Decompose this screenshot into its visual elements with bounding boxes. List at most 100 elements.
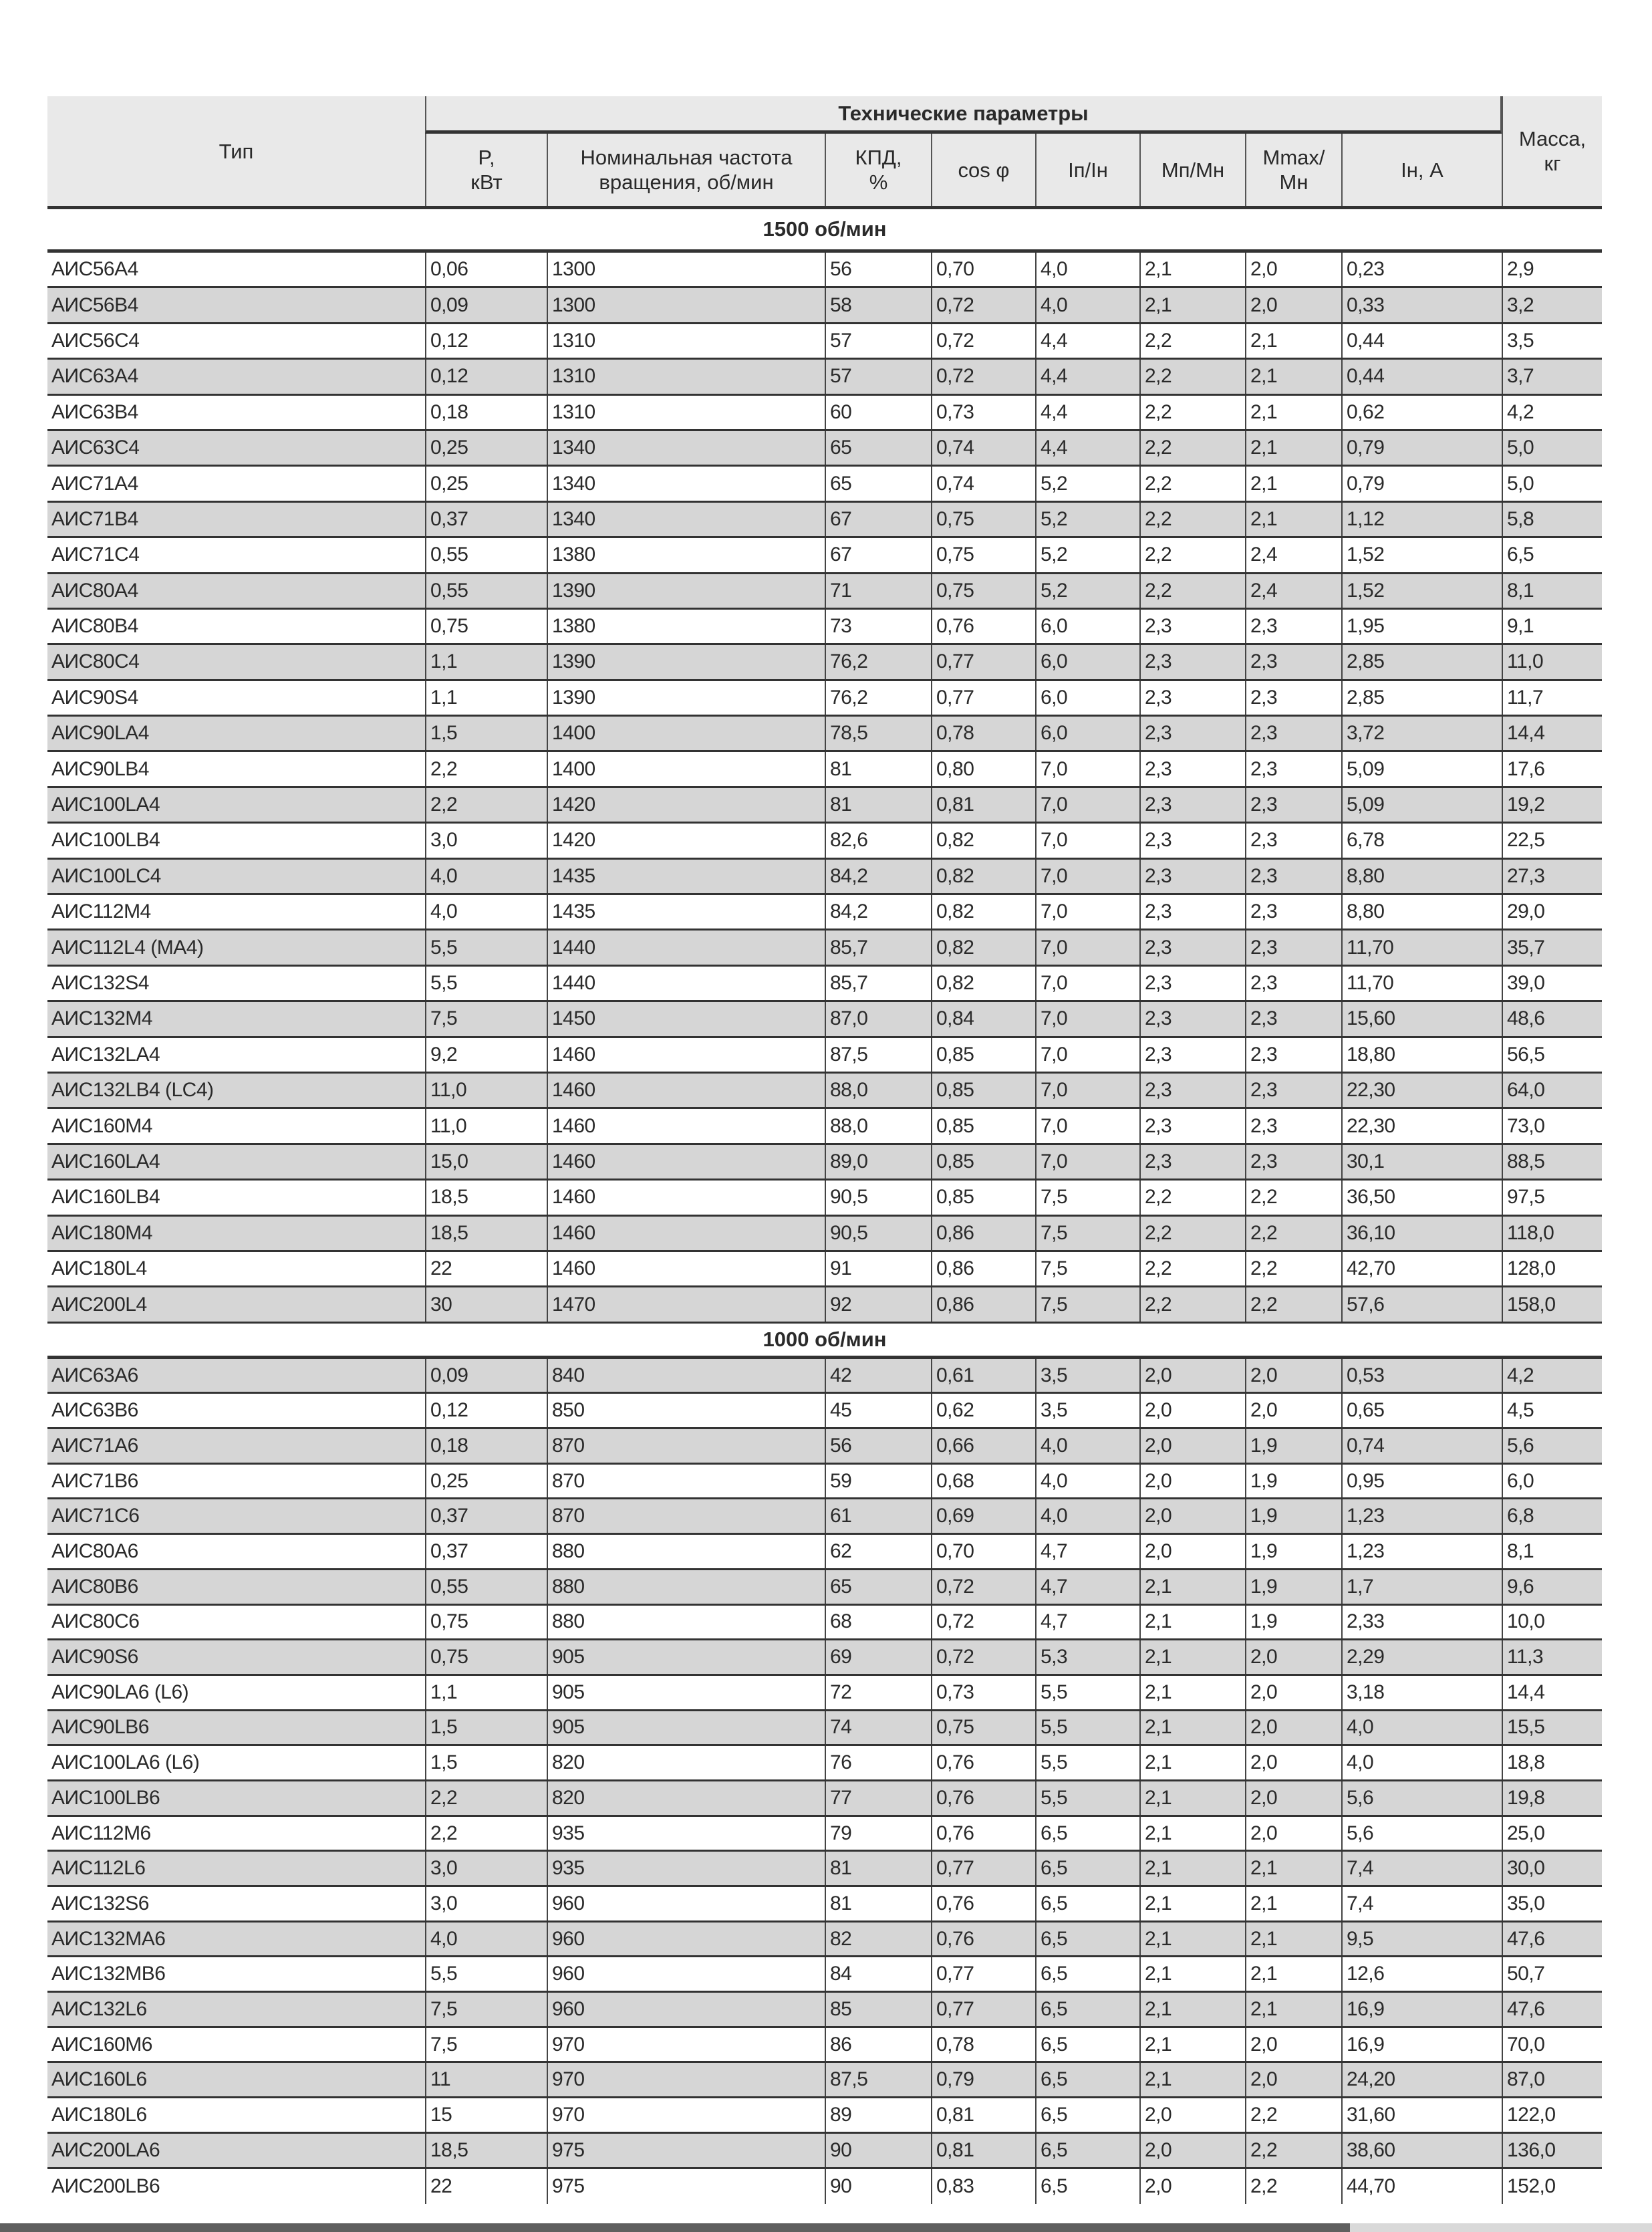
cell-torque-ratio: 2,0 xyxy=(1139,1499,1245,1533)
cell-mass: 4,5 xyxy=(1502,1394,1602,1428)
cell-cos-phi: 0,72 xyxy=(931,360,1035,394)
cell-speed: 905 xyxy=(547,1640,825,1674)
cell-rated-current: 12,6 xyxy=(1341,1957,1502,1991)
cell-mass: 88,5 xyxy=(1502,1144,1602,1179)
cell-type: АИС180L4 xyxy=(51,1257,147,1280)
cell-type: АИС80C6 xyxy=(51,1610,140,1633)
cell-mass: 25,0 xyxy=(1502,1816,1602,1850)
cell-max-torque-ratio: 2,0 xyxy=(1245,288,1341,322)
cell-mass: 4,2 xyxy=(1502,395,1602,429)
cell-mass: 29,0 xyxy=(1502,895,1602,929)
cell-max-torque-ratio: 2,0 xyxy=(1245,1394,1341,1428)
cell-rated-current: 5,09 xyxy=(1341,787,1502,822)
cell-speed: 970 xyxy=(547,2098,825,2132)
cell-mass: 27,3 xyxy=(1502,859,1602,894)
cell-power: 7,5 xyxy=(425,2027,547,2062)
cell-speed: 970 xyxy=(547,2063,825,2097)
cell-max-torque-ratio: 1,9 xyxy=(1245,1570,1341,1604)
cell-cos-phi: 0,75 xyxy=(931,538,1035,572)
cell-type: АИС132S6 xyxy=(51,1892,150,1914)
cell-efficiency: 90 xyxy=(825,2133,931,2167)
cell-rated-current: 5,6 xyxy=(1341,1816,1502,1850)
table-row: АИС112L6 3,0 935 81 0,77 6,5 2,1 2,1 7,4 30,0 xyxy=(47,1852,1602,1888)
cell-max-torque-ratio: 1,9 xyxy=(1245,1535,1341,1568)
cell-power: 4,0 xyxy=(425,859,547,894)
cell-cos-phi: 0,70 xyxy=(931,1535,1035,1568)
cell-torque-ratio: 2,2 xyxy=(1139,502,1245,537)
cell-cos-phi: 0,74 xyxy=(931,430,1035,465)
cell-torque-ratio: 2,0 xyxy=(1139,1464,1245,1498)
cell-mass: 14,4 xyxy=(1502,1675,1602,1709)
cell-cos-phi: 0,72 xyxy=(931,1605,1035,1639)
cell-rated-current: 0,95 xyxy=(1341,1464,1502,1498)
cell-cos-phi: 0,62 xyxy=(931,1394,1035,1428)
table-row: АИС56A4 0,06 1300 56 0,70 4,0 2,1 2,0 0,23 2,9 xyxy=(47,253,1602,289)
cell-max-torque-ratio: 2,3 xyxy=(1245,824,1341,858)
cell-max-torque-ratio: 2,2 xyxy=(1245,2133,1341,2167)
cell-mass: 8,1 xyxy=(1502,574,1602,608)
cell-type: АИС100LC4 xyxy=(51,864,161,887)
cell-cos-phi: 0,77 xyxy=(931,680,1035,715)
cell-cos-phi: 0,86 xyxy=(931,1251,1035,1286)
cell-speed: 1460 xyxy=(547,1181,825,1215)
cell-cos-phi: 0,78 xyxy=(931,717,1035,751)
cell-efficiency: 76,2 xyxy=(825,645,931,679)
cell-torque-ratio: 2,3 xyxy=(1139,1109,1245,1143)
cell-mass: 73,0 xyxy=(1502,1109,1602,1143)
cell-mass: 48,6 xyxy=(1502,1002,1602,1036)
cell-torque-ratio: 2,1 xyxy=(1139,1887,1245,1920)
table-row: АИС90LB4 2,2 1400 81 0,80 7,0 2,3 2,3 5,09 17,6 xyxy=(47,752,1602,788)
cell-mass: 10,0 xyxy=(1502,1605,1602,1639)
cell-power: 5,5 xyxy=(425,966,547,1001)
cell-torque-ratio: 2,0 xyxy=(1139,1429,1245,1463)
cell-efficiency: 56 xyxy=(825,1429,931,1463)
table-row: АИС63B4 0,18 1310 60 0,73 4,4 2,2 2,1 0,62 4,2 xyxy=(47,395,1602,431)
cell-max-torque-ratio: 2,2 xyxy=(1245,1287,1341,1322)
cell-current-ratio: 4,7 xyxy=(1035,1570,1139,1604)
cell-current-ratio: 7,0 xyxy=(1035,787,1139,822)
cell-speed: 880 xyxy=(547,1570,825,1604)
cell-cos-phi: 0,86 xyxy=(931,1287,1035,1322)
cell-efficiency: 59 xyxy=(825,1464,931,1498)
cell-rated-current: 22,30 xyxy=(1341,1073,1502,1108)
cell-torque-ratio: 2,2 xyxy=(1139,467,1245,501)
cell-speed: 820 xyxy=(547,1781,825,1815)
cell-torque-ratio: 2,1 xyxy=(1139,1957,1245,1991)
table-row: АИС180L6 15 970 89 0,81 6,5 2,0 2,2 31,60 122,0 xyxy=(47,2098,1602,2134)
cell-power: 1,1 xyxy=(425,680,547,715)
cell-mass: 35,0 xyxy=(1502,1887,1602,1920)
cell-rated-current: 15,60 xyxy=(1341,1002,1502,1036)
cell-speed: 970 xyxy=(547,2027,825,2062)
cell-efficiency: 90 xyxy=(825,2168,931,2205)
cell-type: АИС90S6 xyxy=(51,1646,138,1668)
cell-max-torque-ratio: 2,2 xyxy=(1245,1181,1341,1215)
cell-power: 0,18 xyxy=(425,395,547,429)
cell-cos-phi: 0,77 xyxy=(931,1993,1035,2026)
cell-cos-phi: 0,72 xyxy=(931,288,1035,322)
cell-rated-current: 42,70 xyxy=(1341,1251,1502,1286)
cell-rated-current: 3,72 xyxy=(1341,717,1502,751)
cell-cos-phi: 0,81 xyxy=(931,2098,1035,2132)
cell-cos-phi: 0,82 xyxy=(931,859,1035,894)
cell-power: 0,12 xyxy=(425,360,547,394)
table-row: АИС90S4 1,1 1390 76,2 0,77 6,0 2,3 2,3 2,85 11,7 xyxy=(47,680,1602,717)
cell-cos-phi: 0,84 xyxy=(931,1002,1035,1036)
cell-speed: 1450 xyxy=(547,1002,825,1036)
cell-efficiency: 65 xyxy=(825,1570,931,1604)
cell-cos-phi: 0,68 xyxy=(931,1464,1035,1498)
cell-rated-current: 0,62 xyxy=(1341,395,1502,429)
cell-type: АИС80A4 xyxy=(51,579,138,602)
cell-torque-ratio: 2,2 xyxy=(1139,1216,1245,1250)
cell-power: 15 xyxy=(425,2098,547,2132)
cell-power: 0,09 xyxy=(425,288,547,322)
cell-type: АИС90LA4 xyxy=(51,722,150,745)
cell-max-torque-ratio: 2,1 xyxy=(1245,360,1341,394)
cell-current-ratio: 6,5 xyxy=(1035,2063,1139,2097)
cell-torque-ratio: 2,3 xyxy=(1139,1144,1245,1179)
cell-type: АИС63A6 xyxy=(51,1364,138,1386)
cell-rated-current: 0,74 xyxy=(1341,1429,1502,1463)
cell-rated-current: 5,6 xyxy=(1341,1781,1502,1815)
cell-current-ratio: 6,5 xyxy=(1035,2098,1139,2132)
cell-cos-phi: 0,85 xyxy=(931,1037,1035,1072)
cell-type: АИС160LA4 xyxy=(51,1150,160,1172)
